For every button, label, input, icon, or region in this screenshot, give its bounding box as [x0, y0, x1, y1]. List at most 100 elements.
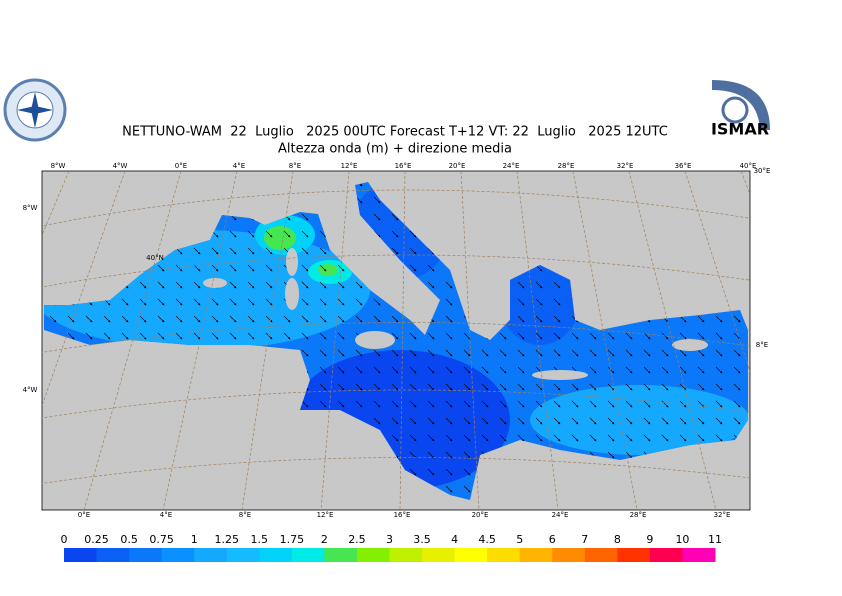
wave-direction — [427, 349, 435, 357]
wave-direction — [445, 468, 453, 476]
wave-direction — [445, 383, 453, 391]
level-label: 5 — [516, 533, 523, 546]
wave-direction — [589, 332, 597, 340]
wave-direction — [391, 213, 399, 221]
wave-direction — [247, 247, 255, 255]
lon-label: 28°E — [630, 511, 647, 519]
meridian — [628, 171, 717, 510]
parallel — [42, 254, 750, 288]
wave-direction — [607, 400, 615, 408]
wave-direction — [499, 383, 507, 391]
wave-direction — [409, 230, 417, 238]
wave-direction — [733, 349, 741, 357]
wave-direction — [625, 383, 633, 391]
wave-direction — [427, 434, 435, 442]
lon-label: 0°E — [175, 162, 187, 170]
wave-direction — [283, 230, 291, 238]
wave-direction — [553, 434, 561, 442]
wave-direction — [715, 434, 723, 442]
wave-direction — [355, 315, 363, 323]
wave-direction — [535, 400, 543, 408]
level-label: 1 — [191, 533, 198, 546]
wave-direction — [589, 434, 597, 442]
lon-label: 36°E — [675, 162, 692, 170]
wave-direction — [697, 366, 705, 374]
wave-direction — [337, 332, 345, 340]
wave-direction — [589, 400, 597, 408]
lon-label: 24°E — [552, 511, 569, 519]
wave-direction — [445, 281, 453, 289]
wave-direction — [139, 298, 147, 306]
wave-direction — [319, 298, 327, 306]
wave-direction — [283, 315, 291, 323]
level-label: 1.75 — [280, 533, 305, 546]
wave-direction — [103, 332, 111, 340]
wave-direction — [121, 298, 129, 306]
wave-direction — [229, 315, 237, 323]
wave-direction — [571, 400, 579, 408]
wave-direction — [283, 332, 291, 340]
wave-direction — [661, 400, 669, 408]
wave-direction — [409, 332, 417, 340]
wave-direction — [499, 366, 507, 374]
wave-direction — [481, 400, 489, 408]
wave-direction — [679, 434, 687, 442]
wave-direction — [49, 315, 57, 323]
wave-direction — [301, 213, 309, 221]
wave-direction — [247, 230, 255, 238]
wave-direction — [229, 298, 237, 306]
level-label: 0.5 — [120, 533, 138, 546]
lon-label: 4°W — [113, 162, 128, 170]
wave-direction — [427, 366, 435, 374]
meridian — [42, 171, 70, 236]
wave-direction — [355, 400, 363, 408]
wave-direction — [319, 264, 327, 272]
color-box — [356, 548, 390, 562]
wave-direction — [373, 349, 381, 357]
island — [286, 248, 298, 276]
wave-direction — [661, 366, 669, 374]
wave-direction — [715, 400, 723, 408]
wave-direction — [445, 417, 453, 425]
color-box — [64, 548, 98, 562]
color-box — [226, 548, 260, 562]
wave-direction — [625, 417, 633, 425]
wave-direction — [67, 332, 75, 340]
lon-label: 4°E — [160, 511, 172, 519]
wave-direction — [553, 315, 561, 323]
wave-direction — [589, 417, 597, 425]
wave-direction — [715, 417, 723, 425]
wave-direction — [445, 349, 453, 357]
wave-direction — [679, 366, 687, 374]
wave-direction — [247, 315, 255, 323]
wave-direction — [373, 213, 381, 221]
meridian — [162, 171, 238, 510]
wave-direction — [535, 434, 543, 442]
wave-direction — [265, 281, 273, 289]
wave-direction — [625, 349, 633, 357]
wave-direction — [715, 383, 723, 391]
wave-direction — [697, 417, 705, 425]
wave-direction — [373, 417, 381, 425]
wave-direction — [175, 315, 183, 323]
lon-label: 20°E — [449, 162, 466, 170]
wave-direction — [211, 332, 219, 340]
color-box — [552, 548, 586, 562]
wave-direction — [409, 417, 417, 425]
wave-direction — [157, 315, 165, 323]
lon-label: 8°E — [239, 511, 251, 519]
wave-direction — [139, 281, 147, 289]
wave-direction — [427, 383, 435, 391]
wave-direction — [517, 366, 525, 374]
wave-direction — [427, 451, 435, 459]
wave-direction — [373, 298, 381, 306]
wave-direction — [337, 400, 345, 408]
wave-direction — [517, 298, 525, 306]
island — [355, 331, 395, 349]
wave-direction — [625, 400, 633, 408]
wave-direction — [661, 434, 669, 442]
wave-direction — [571, 434, 579, 442]
wave-direction — [733, 417, 741, 425]
wave-direction — [265, 298, 273, 306]
wave-direction — [517, 349, 525, 357]
